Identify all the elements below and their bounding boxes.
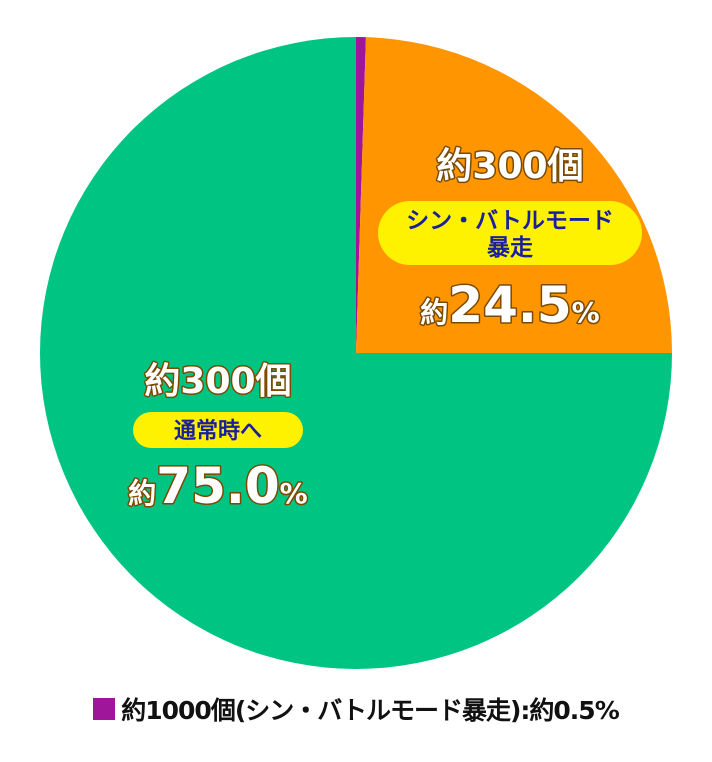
percent-label: 約75.0% xyxy=(128,457,307,515)
legend: 約1000個(シン・バトルモード暴走):約0.5% xyxy=(0,684,712,734)
badge-pill xyxy=(378,201,642,265)
count-label: 約300個 xyxy=(144,361,291,402)
badge-pill xyxy=(133,412,303,448)
pie-slice-tsujou xyxy=(40,37,672,669)
percent-prefix: 約 xyxy=(420,296,448,329)
percent-prefix: 約 xyxy=(128,477,156,510)
pie-slices xyxy=(40,37,672,669)
legend-text: 約1000個(シン・バトルモード暴走):約0.5% xyxy=(121,696,620,725)
count-label: 約300個 xyxy=(436,146,583,187)
legend-swatch xyxy=(93,698,116,720)
pie-slice-shin xyxy=(356,37,366,353)
percent-value: 24.5 xyxy=(448,276,571,334)
percent-unit: % xyxy=(572,296,600,329)
percent-unit: % xyxy=(280,477,308,510)
badge-text: 通常時へ xyxy=(174,418,262,444)
percent-label: 約24.5% xyxy=(420,276,599,334)
badge-text: 暴走 xyxy=(487,235,533,261)
pie-slice-bousou xyxy=(356,37,672,353)
percent-value: 75.0 xyxy=(156,457,279,515)
badge-text: シン・バトルモード xyxy=(406,208,614,234)
